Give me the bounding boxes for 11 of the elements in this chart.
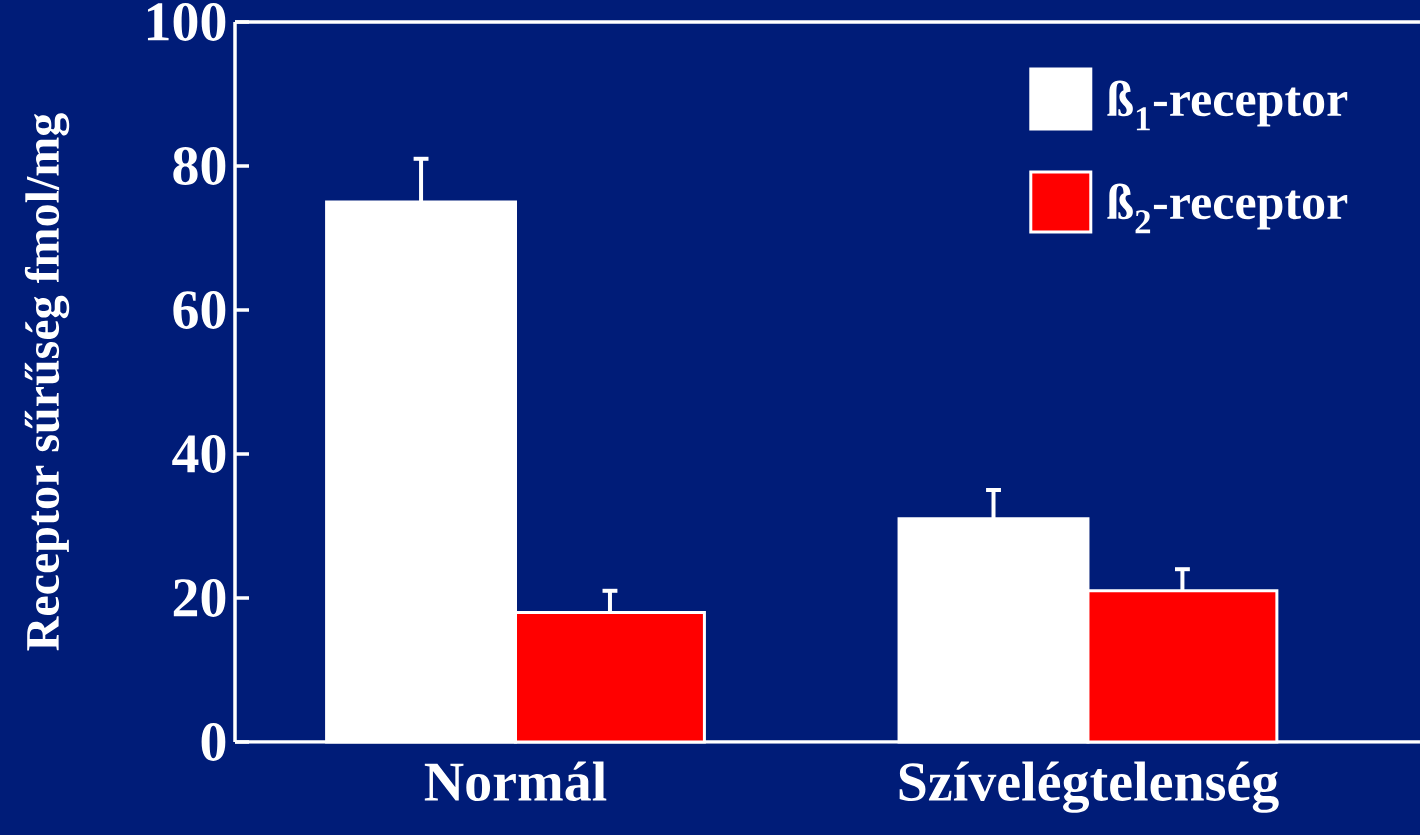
y-tick-label: 40 (172, 435, 226, 473)
y-tick-label: 0 (201, 723, 226, 761)
y-tick-label: 100 (147, 3, 226, 41)
x-tick-label: Normál (424, 761, 607, 801)
y-tick-label: 20 (173, 579, 226, 617)
legend-label: ß$_{2}$-receptor (1107, 183, 1348, 234)
y-tick-label: 60 (173, 291, 226, 329)
y-tick-label: 80 (173, 147, 226, 185)
x-tick-label: Szívelégtelenség (899, 761, 1279, 813)
y-axis-title: Receptor sűrűség fmol/mg (24, 113, 70, 651)
legend-label: ß$_{1}$-receptor (1107, 80, 1348, 131)
